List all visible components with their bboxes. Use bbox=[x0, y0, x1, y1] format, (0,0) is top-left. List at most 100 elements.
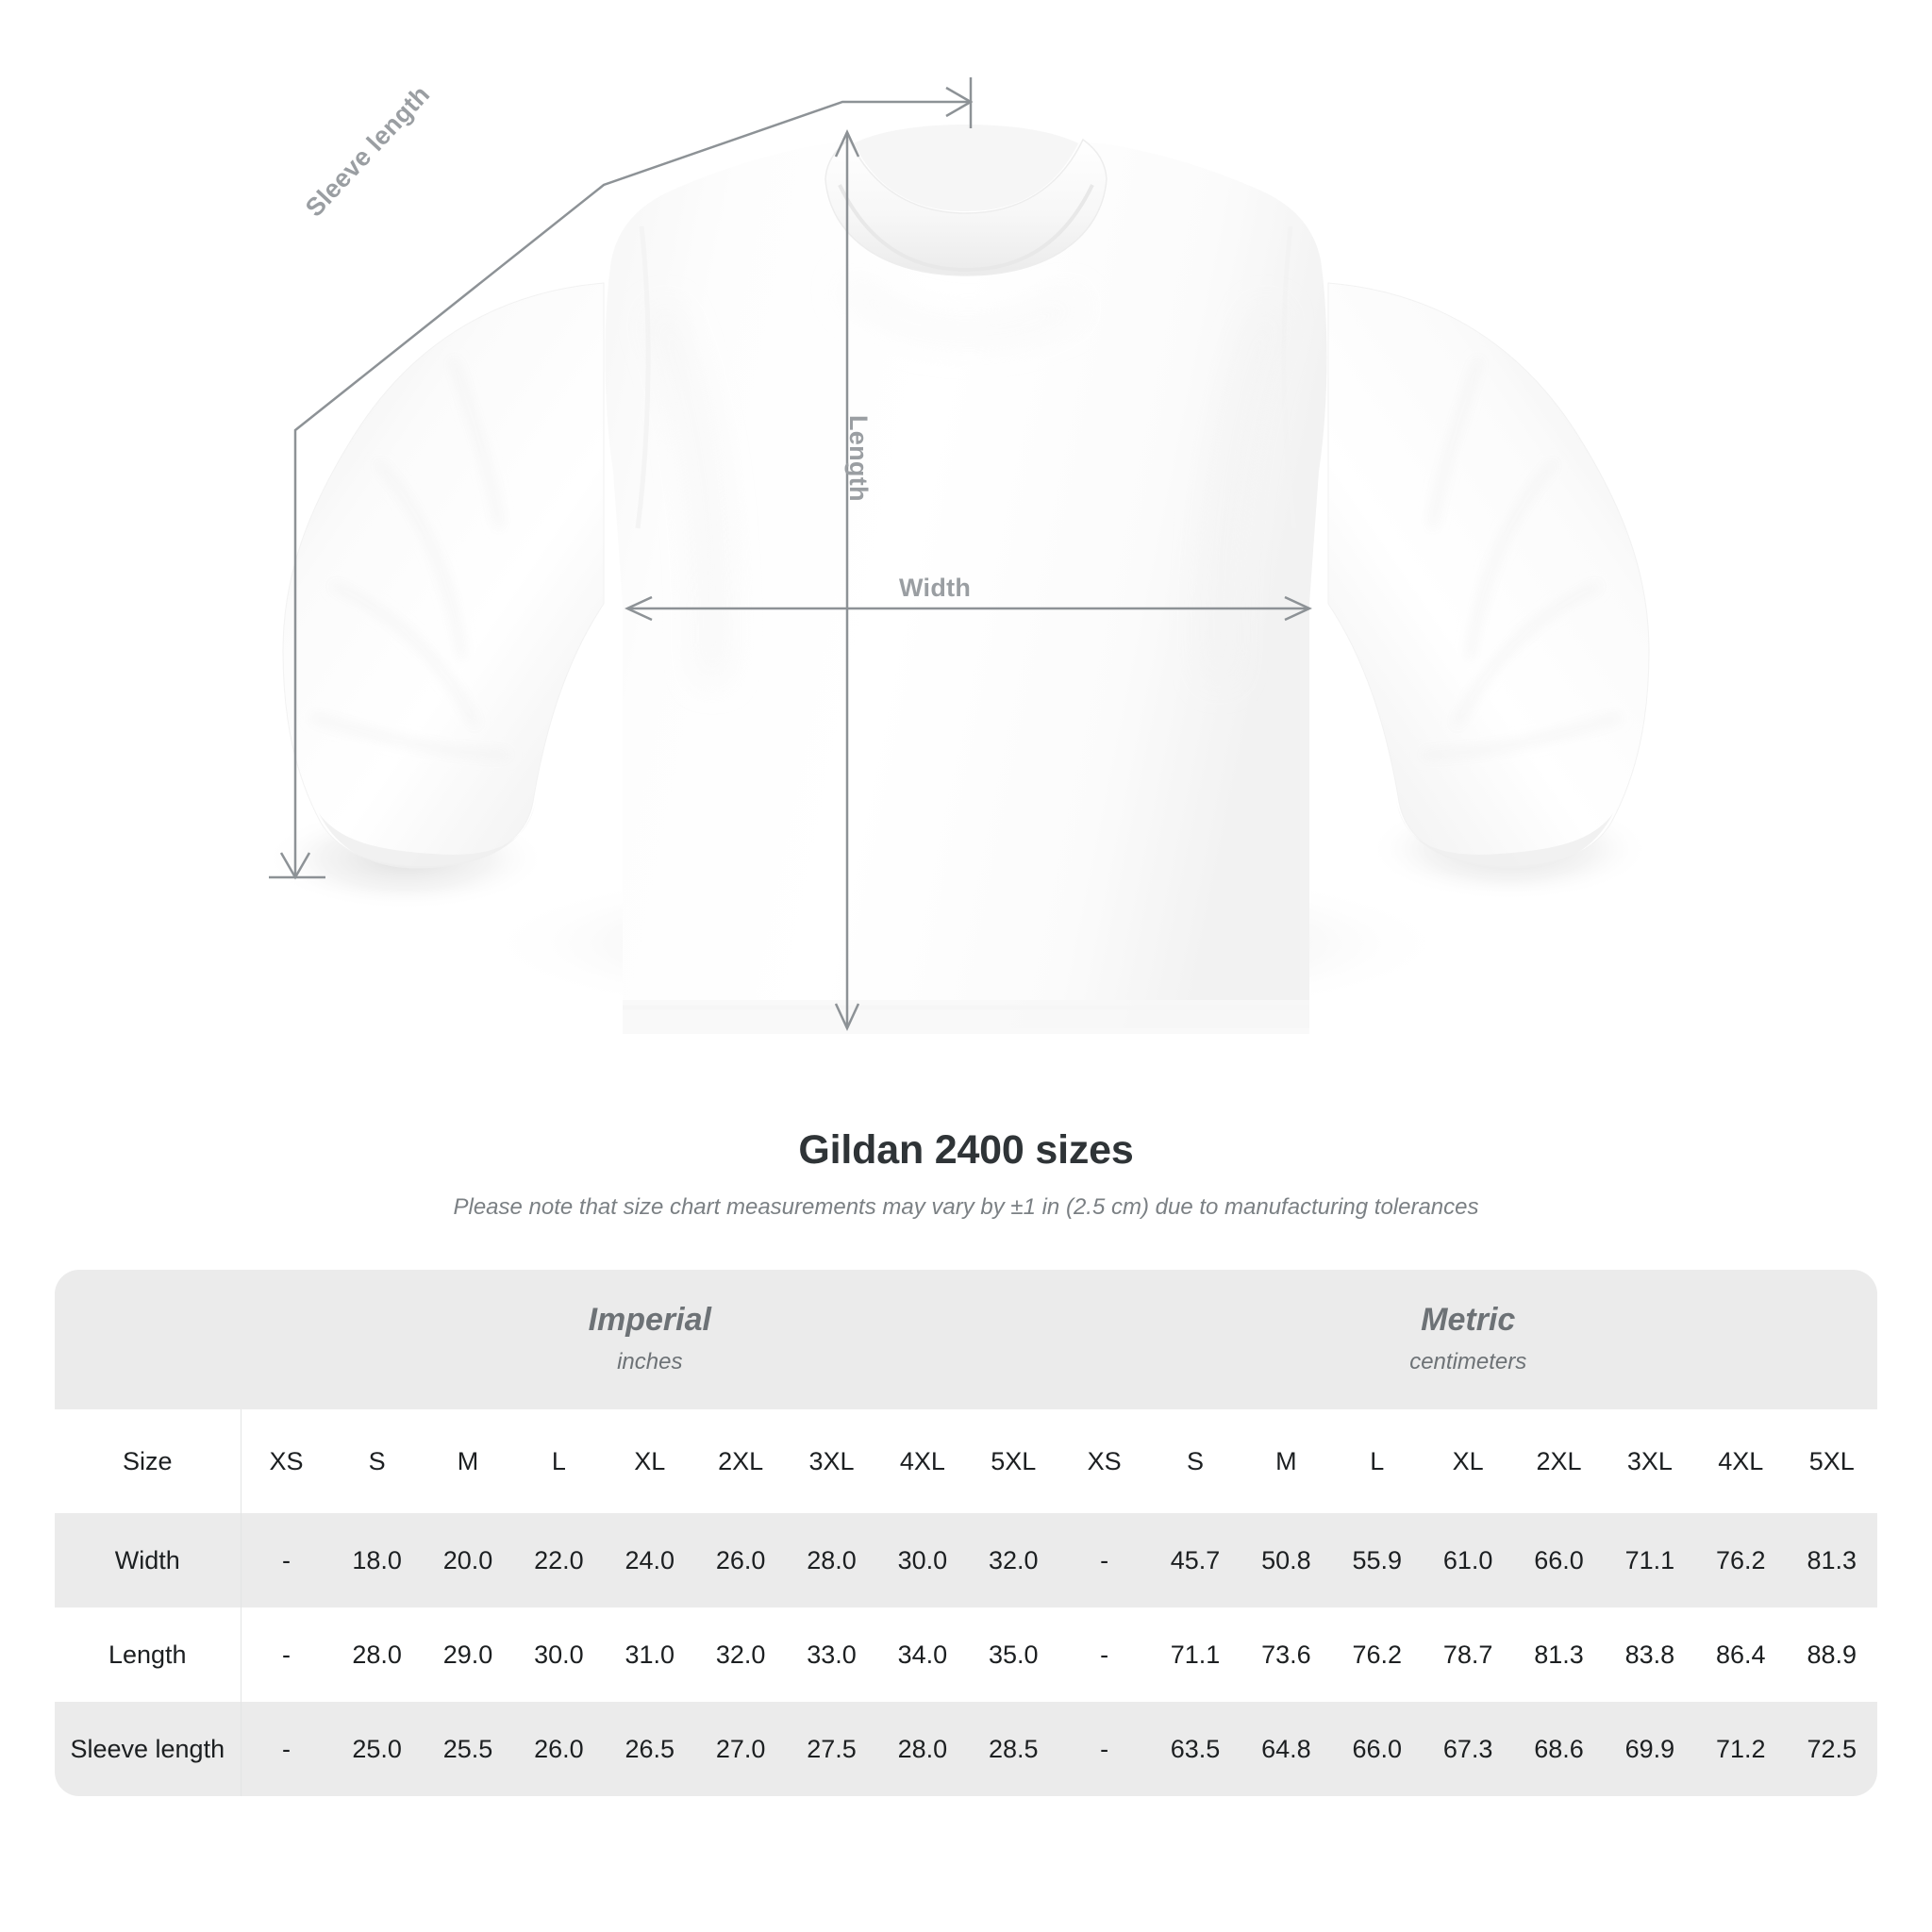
cell-imperial-width-4xl: 30.0 bbox=[876, 1513, 969, 1607]
table-row: Width -18.0 20.0 22.0 24.0 26.0 28.0 30.0 32.0-4… bbox=[55, 1513, 1877, 1607]
cell-imperial-sleeve-length-5xl: 28.5 bbox=[968, 1702, 1059, 1796]
page-title: Gildan 2400 sizes bbox=[798, 1127, 1134, 1173]
cell-metric-sleeve-length-2xl: 68.6 bbox=[1513, 1702, 1605, 1796]
unit-header-row: Imperial inches Metric centimeters bbox=[55, 1270, 1877, 1409]
cell-metric-sleeve-length-3xl: 69.9 bbox=[1604, 1702, 1696, 1796]
cell-metric-sleeve-length-l: 66.0 bbox=[1331, 1702, 1423, 1796]
length-arrowhead-bottom bbox=[834, 1003, 860, 1031]
cell-metric-sleeve-length-xl: 67.3 bbox=[1422, 1702, 1514, 1796]
size-header-imperial-5xl: 5XL bbox=[968, 1409, 1059, 1513]
cell-imperial-width-s: 18.0 bbox=[331, 1513, 423, 1607]
cell-metric-length-2xl: 81.3 bbox=[1513, 1607, 1605, 1702]
size-chart-table: Imperial inches Metric centimeters Size XS S M L… bbox=[55, 1270, 1877, 1796]
unit-block-name: Imperial bbox=[588, 1302, 711, 1339]
cell-imperial-width-3xl: 28.0 bbox=[786, 1513, 877, 1607]
cell-imperial-length-xs: - bbox=[241, 1607, 332, 1702]
cell-imperial-width-5xl: 32.0 bbox=[968, 1513, 1059, 1607]
long-sleeve-shirt-image bbox=[264, 138, 1651, 1028]
measurement-guides bbox=[269, 77, 1312, 1031]
cell-metric-width-2xl: 66.0 bbox=[1513, 1513, 1605, 1607]
cell-metric-length-xl: 78.7 bbox=[1422, 1607, 1514, 1702]
cell-metric-length-l: 76.2 bbox=[1331, 1607, 1423, 1702]
cell-metric-sleeve-length-4xl: 71.2 bbox=[1695, 1702, 1787, 1796]
cell-imperial-length-2xl: 32.0 bbox=[694, 1607, 787, 1702]
size-header-metric-l: L bbox=[1331, 1409, 1423, 1513]
cell-metric-width-5xl: 81.3 bbox=[1786, 1513, 1877, 1607]
size-header-imperial-l: L bbox=[513, 1409, 605, 1513]
cell-metric-length-4xl: 86.4 bbox=[1695, 1607, 1787, 1702]
size-header-metric-xl: XL bbox=[1422, 1409, 1514, 1513]
cell-metric-length-5xl: 88.9 bbox=[1786, 1607, 1877, 1702]
size-header-imperial-xl: XL bbox=[604, 1409, 695, 1513]
size-header-metric-s: S bbox=[1149, 1409, 1241, 1513]
cell-imperial-sleeve-length-xs: - bbox=[241, 1702, 332, 1796]
garment-illustration: Sleeve length Length Width bbox=[264, 77, 1651, 1031]
size-header-metric-5xl: 5XL bbox=[1786, 1409, 1877, 1513]
table-row: Length -28.0 29.0 30.0 31.0 32.0 33.0 34.0 35.0-… bbox=[55, 1607, 1877, 1702]
size-header-metric-xs: XS bbox=[1058, 1409, 1150, 1513]
size-chart-table-wrapper: Imperial inches Metric centimeters Size XS S M L… bbox=[55, 1270, 1877, 1796]
cell-imperial-sleeve-length-2xl: 27.0 bbox=[694, 1702, 787, 1796]
cell-imperial-length-xl: 31.0 bbox=[604, 1607, 695, 1702]
cell-metric-width-4xl: 76.2 bbox=[1695, 1513, 1787, 1607]
cell-imperial-width-2xl: 26.0 bbox=[694, 1513, 787, 1607]
cell-imperial-sleeve-length-l: 26.0 bbox=[513, 1702, 605, 1796]
cell-imperial-length-3xl: 33.0 bbox=[786, 1607, 877, 1702]
cell-imperial-sleeve-length-xl: 26.5 bbox=[604, 1702, 695, 1796]
size-header-imperial-3xl: 3XL bbox=[786, 1409, 877, 1513]
cell-imperial-sleeve-length-3xl: 27.5 bbox=[786, 1702, 877, 1796]
cell-metric-sleeve-length-5xl: 72.5 bbox=[1786, 1702, 1877, 1796]
cell-metric-width-xl: 61.0 bbox=[1422, 1513, 1514, 1607]
cell-metric-length-xs: - bbox=[1058, 1607, 1150, 1702]
cell-metric-width-3xl: 71.1 bbox=[1604, 1513, 1696, 1607]
size-header-imperial-2xl: 2XL bbox=[694, 1409, 787, 1513]
cell-imperial-length-4xl: 34.0 bbox=[876, 1607, 969, 1702]
unit-block-name: Metric bbox=[1421, 1302, 1516, 1339]
cell-metric-width-l: 55.9 bbox=[1331, 1513, 1423, 1607]
cell-imperial-length-l: 30.0 bbox=[513, 1607, 605, 1702]
width-arrowhead-left bbox=[625, 595, 653, 622]
row-header-sleeve-length: Sleeve length bbox=[55, 1702, 242, 1796]
cell-imperial-length-5xl: 35.0 bbox=[968, 1607, 1059, 1702]
size-header-imperial-4xl: 4XL bbox=[876, 1409, 969, 1513]
unit-block-subtitle: centimeters bbox=[1409, 1348, 1527, 1374]
table-row: Sleeve length -25.0 25.5 26.0 26.5 27.0 27.5 28… bbox=[55, 1702, 1877, 1796]
width-arrowhead-right bbox=[1284, 595, 1312, 622]
size-header-metric-3xl: 3XL bbox=[1604, 1409, 1696, 1513]
cell-metric-width-m: 50.8 bbox=[1241, 1513, 1332, 1607]
cell-metric-sleeve-length-s: 63.5 bbox=[1149, 1702, 1241, 1796]
unit-block-imperial: Imperial inches bbox=[241, 1270, 1059, 1409]
size-column-header: Size bbox=[55, 1409, 242, 1513]
cell-imperial-length-s: 28.0 bbox=[331, 1607, 423, 1702]
cell-imperial-width-xs: - bbox=[241, 1513, 332, 1607]
row-header-length: Length bbox=[55, 1607, 242, 1702]
size-header-metric-4xl: 4XL bbox=[1695, 1409, 1787, 1513]
size-header-imperial-xs: XS bbox=[241, 1409, 332, 1513]
cell-imperial-width-xl: 24.0 bbox=[604, 1513, 695, 1607]
sleeve-length-guide bbox=[293, 100, 971, 877]
cell-metric-length-3xl: 83.8 bbox=[1604, 1607, 1696, 1702]
cell-metric-sleeve-length-m: 64.8 bbox=[1241, 1702, 1332, 1796]
cell-imperial-width-m: 20.0 bbox=[422, 1513, 514, 1607]
tolerance-note: Please note that size chart measurements… bbox=[453, 1194, 1479, 1220]
unit-block-subtitle: inches bbox=[617, 1348, 683, 1374]
cell-imperial-length-m: 29.0 bbox=[422, 1607, 514, 1702]
size-header-row: Size XS S M L XL 2XL 3XL 4XL 5XL XS S M L XL 2XL 3XL 4XL 5… bbox=[55, 1409, 1877, 1513]
row-header-width: Width bbox=[55, 1513, 242, 1607]
width-label: Width bbox=[899, 574, 972, 602]
title-block: Gildan 2400 sizes Please note that size … bbox=[0, 1127, 1932, 1221]
cell-imperial-sleeve-length-4xl: 28.0 bbox=[876, 1702, 969, 1796]
cell-metric-length-s: 71.1 bbox=[1149, 1607, 1241, 1702]
size-header-imperial-s: S bbox=[331, 1409, 423, 1513]
length-arrowhead-top bbox=[834, 129, 860, 158]
size-header-metric-2xl: 2XL bbox=[1513, 1409, 1605, 1513]
cell-imperial-width-l: 22.0 bbox=[513, 1513, 605, 1607]
length-label: Length bbox=[844, 415, 873, 502]
unit-row-spacer bbox=[55, 1270, 242, 1409]
cell-metric-width-xs: - bbox=[1058, 1513, 1150, 1607]
cell-metric-sleeve-length-xs: - bbox=[1058, 1702, 1150, 1796]
size-header-imperial-m: M bbox=[422, 1409, 514, 1513]
size-header-metric-m: M bbox=[1241, 1409, 1332, 1513]
cell-metric-width-s: 45.7 bbox=[1149, 1513, 1241, 1607]
